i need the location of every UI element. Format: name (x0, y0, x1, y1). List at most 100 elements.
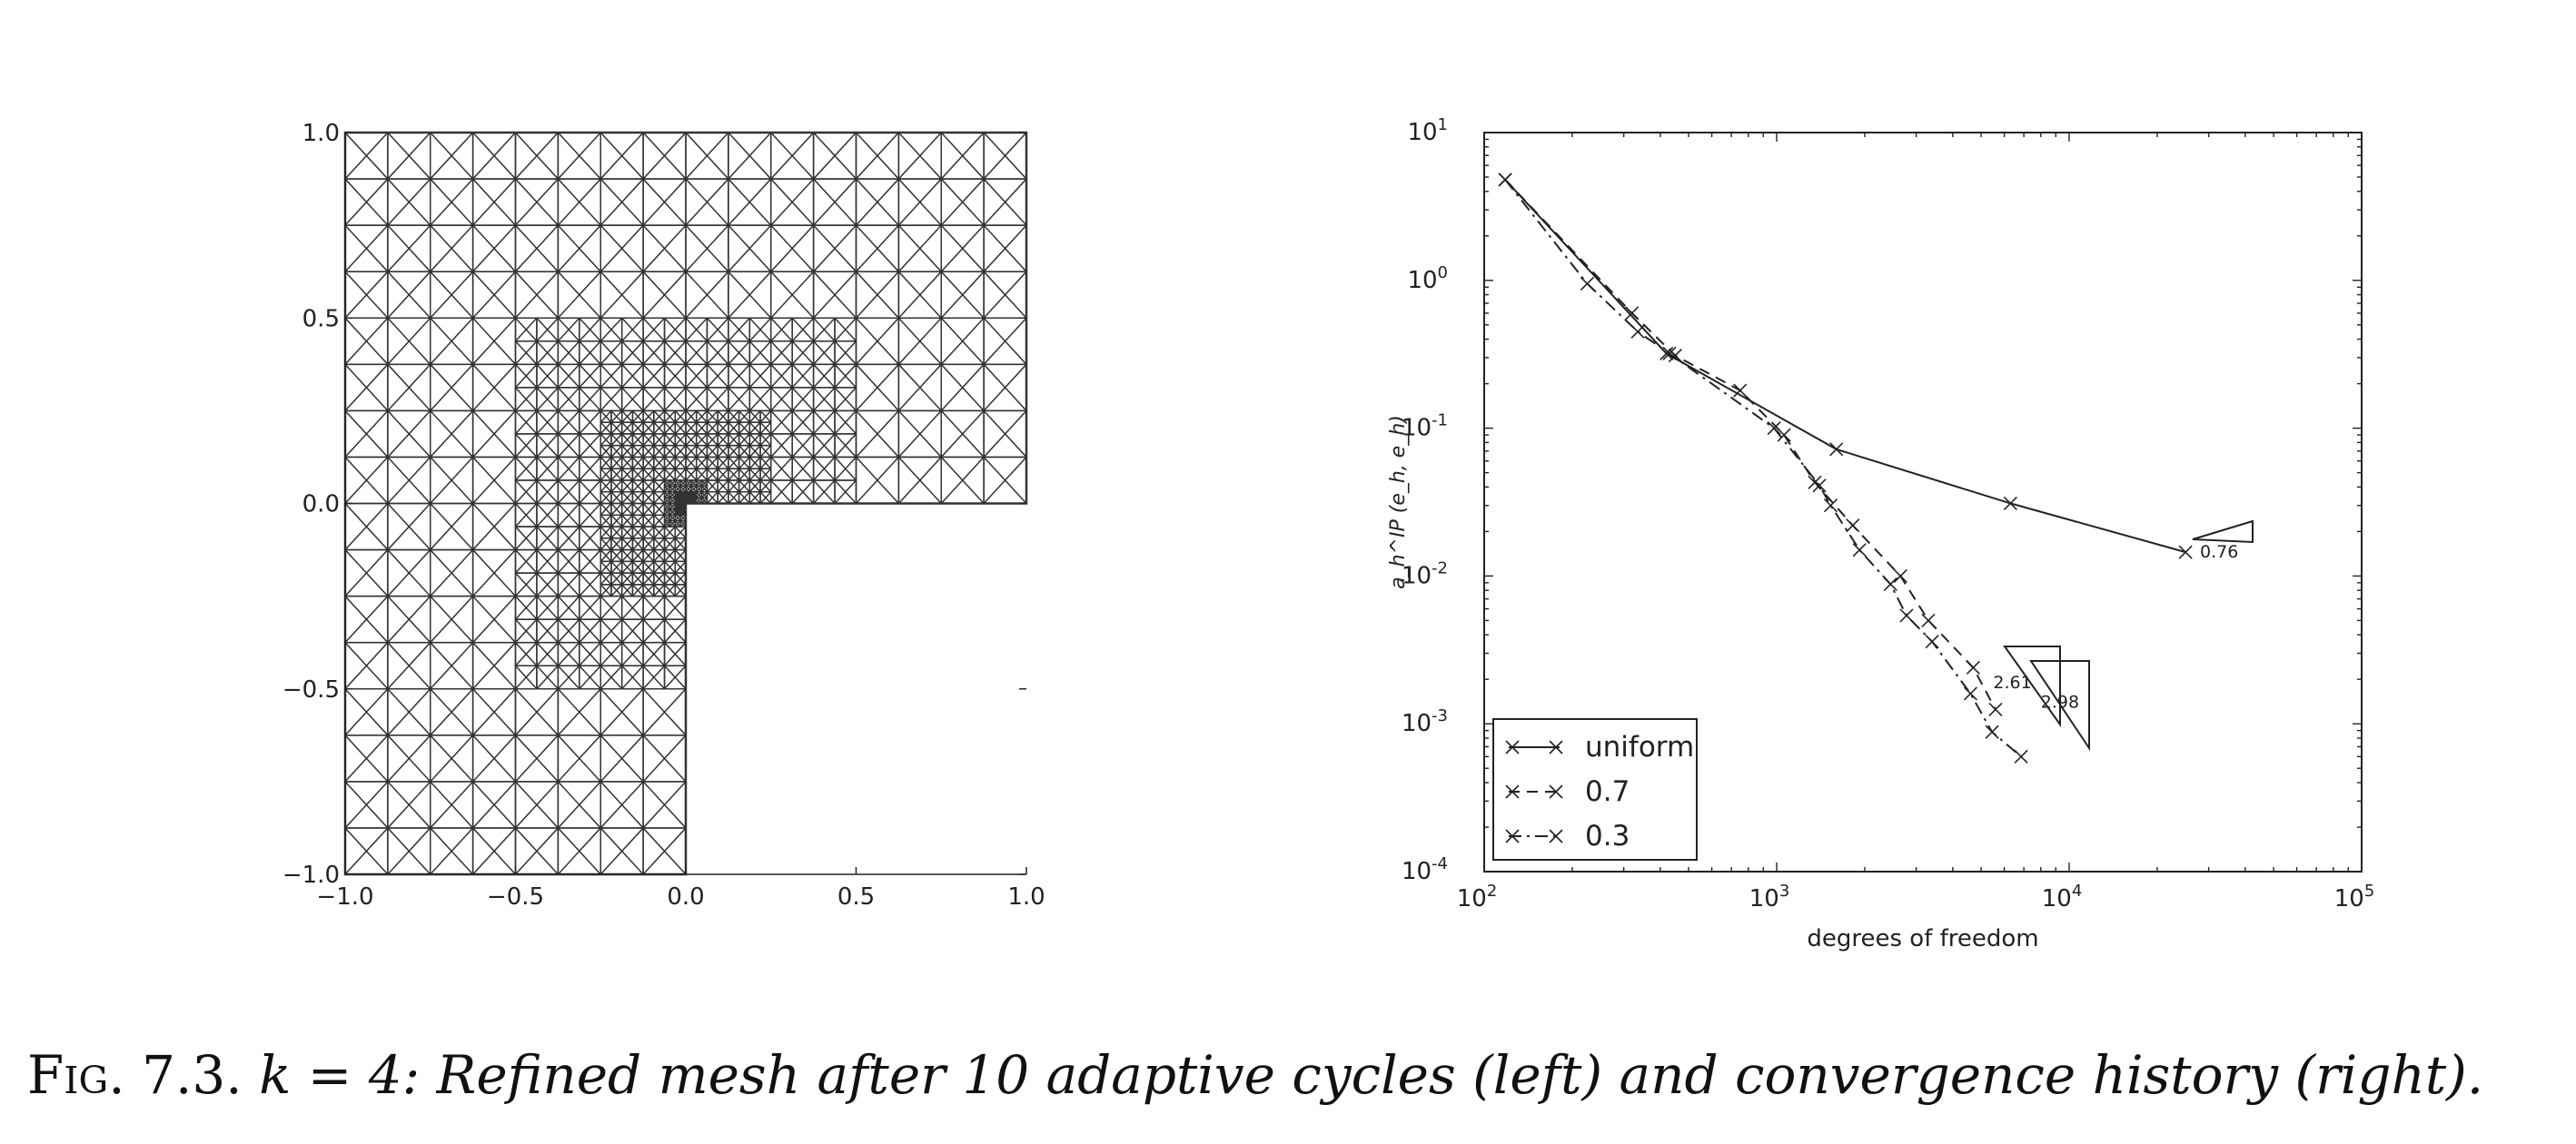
mesh-edge (557, 409, 580, 435)
series-uniform (1498, 173, 2193, 559)
mesh-edge (759, 409, 772, 423)
mesh-x-tick-label: −0.5 (487, 883, 544, 911)
mesh-edge (536, 363, 559, 389)
mesh-edge (344, 363, 389, 411)
mesh-edge (791, 479, 815, 505)
mesh-edge (759, 468, 772, 481)
mesh-edge (557, 735, 601, 783)
mesh-edge (696, 456, 708, 469)
mesh-edge (983, 178, 1027, 226)
mesh-x-tick-label: 0.0 (667, 883, 704, 911)
mesh-edge (674, 514, 681, 522)
mesh-edge (642, 560, 655, 574)
mesh-edge (855, 224, 899, 272)
mesh-edge (664, 560, 676, 574)
mesh-edge (738, 433, 750, 447)
mesh-edge (642, 596, 666, 620)
mesh-edge (536, 387, 559, 411)
mesh-edge (344, 271, 389, 319)
legend-marker (1549, 740, 1563, 754)
legend-marker (1505, 829, 1520, 843)
series-point (1846, 518, 1860, 533)
mesh-edge (728, 178, 772, 226)
mesh-edge (536, 340, 559, 365)
slope-triangles (2003, 519, 2254, 752)
mesh-edge (738, 409, 750, 423)
mesh-edge (557, 433, 580, 458)
legend-item-0.7: 0.7 (1505, 775, 1630, 808)
mesh-y-tick-label: 0.0 (302, 491, 340, 518)
mesh-edge (642, 491, 655, 505)
mesh-edge (472, 271, 517, 319)
mesh-edge (674, 409, 687, 423)
y-tick-label: 10-3 (1402, 706, 1448, 737)
mesh-edge (599, 781, 644, 829)
mesh-edge (557, 665, 580, 690)
mesh-edge (696, 491, 703, 498)
mesh-edge (514, 271, 559, 319)
mesh-edge (813, 387, 836, 411)
mesh-edge (653, 502, 666, 516)
mesh-edge (664, 317, 687, 342)
mesh-edge (770, 224, 815, 272)
series-line (1504, 179, 2186, 554)
mesh-edge (685, 468, 698, 481)
mesh-edge (557, 688, 601, 736)
mesh-edge (696, 409, 708, 423)
mesh-edge (642, 409, 655, 423)
mesh-edge (599, 433, 612, 447)
mesh-edge (599, 491, 612, 505)
mesh-edge (642, 526, 655, 539)
y-tick-label: 100 (1407, 263, 1448, 294)
mesh-edge (642, 271, 687, 319)
mesh-edge (642, 479, 655, 493)
series-point (1660, 346, 1674, 360)
mesh-edge (430, 735, 474, 783)
mesh-edge (728, 340, 750, 365)
mesh-edge (579, 596, 601, 620)
mesh-edge (344, 178, 389, 226)
mesh-edge (621, 502, 633, 516)
mesh-edge (610, 502, 623, 516)
mesh-edge (770, 409, 793, 435)
mesh-edge (610, 409, 623, 423)
mesh-edge (430, 596, 474, 644)
mesh-edge (983, 224, 1027, 272)
mesh-edge (642, 387, 666, 411)
mesh-edge (669, 502, 676, 510)
mesh-edge (557, 827, 601, 875)
mesh-edge (536, 502, 559, 528)
mesh-edge (621, 317, 644, 342)
x-tick-label: 102 (1457, 882, 1498, 912)
mesh-edge (557, 363, 580, 389)
mesh-edge (653, 526, 666, 539)
mesh-edge (834, 363, 857, 389)
mesh-edge (387, 502, 431, 551)
mesh-edge (610, 433, 623, 447)
mesh-edge (717, 421, 729, 435)
mesh-edge (514, 502, 538, 528)
mesh-edge (813, 340, 836, 365)
legend-label: uniform (1585, 731, 1694, 764)
mesh-edge (631, 421, 644, 435)
mesh-edge (679, 485, 687, 493)
mesh-edge (642, 468, 655, 481)
mesh-edge (579, 363, 601, 389)
mesh-edge (579, 642, 601, 666)
mesh-edge (514, 363, 538, 389)
slope-triangle-0.3 (2029, 660, 2090, 752)
mesh-edge (738, 479, 750, 493)
mesh-edge (653, 584, 666, 597)
series-point (1893, 568, 1907, 583)
mesh-edge (387, 317, 431, 365)
mesh-edge (674, 526, 687, 539)
mesh-edge (642, 456, 655, 469)
mesh-edge (514, 688, 559, 736)
mesh-edge (514, 665, 538, 690)
mesh-edge (631, 526, 644, 539)
mesh-edge (599, 735, 644, 783)
series-point (1988, 702, 2003, 716)
mesh-edge (557, 387, 580, 411)
mesh-edge (728, 491, 740, 505)
mesh-edge (344, 688, 389, 736)
